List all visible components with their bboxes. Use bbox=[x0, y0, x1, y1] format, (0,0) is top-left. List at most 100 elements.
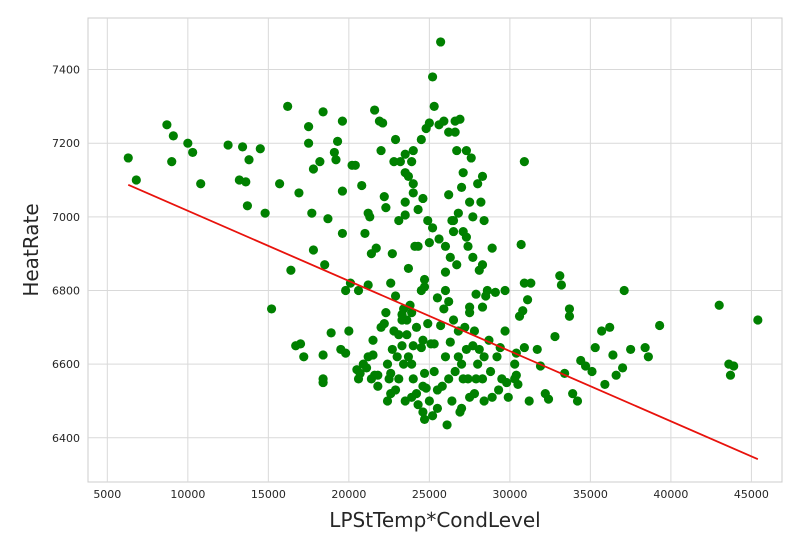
data-point bbox=[439, 304, 449, 314]
data-point bbox=[600, 379, 610, 390]
data-point bbox=[223, 140, 233, 150]
data-point bbox=[376, 145, 386, 156]
data-point bbox=[471, 289, 481, 299]
data-point bbox=[550, 331, 560, 342]
data-point bbox=[389, 157, 399, 167]
data-point bbox=[382, 359, 393, 369]
data-point bbox=[341, 348, 351, 358]
data-point bbox=[487, 243, 497, 253]
data-point bbox=[123, 153, 133, 163]
data-point bbox=[419, 274, 430, 285]
data-point bbox=[390, 134, 401, 145]
data-point bbox=[532, 344, 542, 355]
data-point bbox=[131, 175, 141, 185]
data-point bbox=[363, 352, 373, 362]
data-point bbox=[479, 396, 489, 406]
data-point bbox=[497, 374, 507, 384]
y-tick-label: 6800 bbox=[52, 285, 80, 298]
data-point bbox=[492, 352, 502, 362]
x-tick-label: 45000 bbox=[734, 488, 769, 501]
data-point bbox=[357, 180, 367, 191]
data-point bbox=[331, 155, 341, 165]
data-point bbox=[323, 214, 333, 224]
data-point bbox=[418, 407, 428, 417]
data-point bbox=[753, 315, 763, 325]
data-point bbox=[468, 212, 478, 222]
data-point bbox=[390, 291, 401, 301]
data-point bbox=[465, 197, 475, 207]
data-point bbox=[469, 389, 480, 399]
data-point bbox=[320, 260, 330, 270]
data-point bbox=[416, 342, 426, 353]
data-point bbox=[447, 396, 457, 406]
data-point bbox=[456, 359, 467, 369]
data-point bbox=[448, 315, 459, 325]
data-point bbox=[729, 361, 739, 371]
data-point bbox=[587, 366, 597, 377]
data-point bbox=[241, 177, 251, 187]
data-point bbox=[337, 116, 348, 126]
data-point bbox=[556, 280, 567, 290]
data-point bbox=[418, 193, 428, 204]
data-point bbox=[295, 339, 306, 349]
data-point bbox=[714, 300, 724, 310]
data-point bbox=[437, 381, 447, 391]
data-point bbox=[360, 228, 370, 239]
data-point bbox=[436, 37, 446, 47]
data-point bbox=[402, 315, 412, 325]
data-point bbox=[371, 243, 381, 253]
regression-line bbox=[127, 183, 759, 460]
x-tick-label: 10000 bbox=[170, 488, 205, 501]
data-point bbox=[445, 252, 455, 262]
data-point bbox=[413, 241, 423, 251]
data-point bbox=[400, 210, 410, 220]
data-point bbox=[429, 101, 439, 111]
data-point bbox=[400, 149, 410, 159]
data-point bbox=[597, 326, 607, 336]
data-point bbox=[572, 396, 583, 406]
data-point bbox=[308, 164, 319, 174]
data-point bbox=[275, 179, 285, 189]
data-point bbox=[419, 368, 430, 378]
data-point bbox=[303, 122, 314, 132]
data-point bbox=[519, 342, 529, 353]
data-point bbox=[434, 120, 444, 130]
data-point bbox=[326, 328, 336, 338]
data-point bbox=[423, 215, 433, 226]
data-point bbox=[468, 252, 478, 262]
data-point bbox=[423, 319, 433, 329]
data-point bbox=[477, 302, 488, 312]
y-tick-label: 7400 bbox=[52, 64, 80, 77]
data-point bbox=[611, 370, 621, 380]
data-point bbox=[448, 215, 459, 226]
x-tick-label: 30000 bbox=[492, 488, 527, 501]
data-point bbox=[395, 157, 405, 167]
data-point bbox=[318, 107, 328, 117]
data-point bbox=[418, 381, 428, 391]
data-point bbox=[162, 120, 172, 130]
data-point bbox=[370, 105, 380, 115]
data-point bbox=[394, 374, 404, 384]
data-point bbox=[266, 304, 277, 314]
x-tick-label: 5000 bbox=[93, 488, 121, 501]
data-point bbox=[456, 182, 467, 192]
data-point bbox=[353, 374, 364, 384]
data-point bbox=[485, 366, 496, 377]
data-point bbox=[469, 326, 480, 336]
data-point bbox=[363, 280, 373, 290]
data-point bbox=[283, 101, 293, 111]
data-point bbox=[381, 308, 391, 318]
data-point bbox=[476, 197, 486, 207]
data-point bbox=[643, 352, 653, 362]
data-point bbox=[444, 190, 454, 200]
data-point bbox=[167, 157, 177, 167]
data-point bbox=[725, 370, 736, 380]
data-point bbox=[465, 308, 475, 318]
data-point bbox=[440, 267, 451, 277]
data-point bbox=[400, 168, 410, 178]
data-point bbox=[286, 265, 296, 275]
data-point bbox=[421, 123, 431, 134]
data-point bbox=[482, 285, 492, 296]
data-point bbox=[456, 403, 467, 413]
data-point bbox=[445, 337, 455, 347]
